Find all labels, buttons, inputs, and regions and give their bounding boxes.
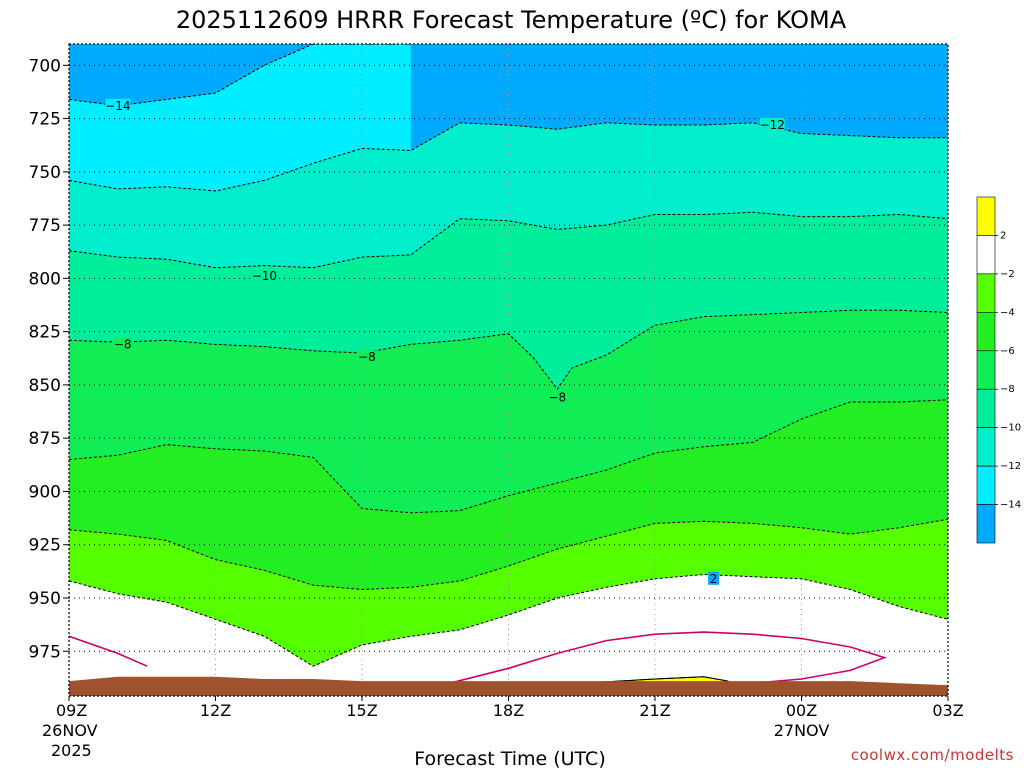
legend-swatch	[976, 427, 996, 467]
chart-title: 2025112609 HRRR Forecast Temperature (ºC…	[176, 6, 847, 34]
legend-label: 2	[1000, 230, 1006, 241]
legend-swatch	[976, 388, 996, 428]
legend-swatch	[976, 504, 996, 544]
x-date-label: 27NOV	[774, 721, 830, 740]
contour-line-m10	[69, 211, 948, 269]
contour-line-m6	[69, 399, 948, 514]
x-axis-label: Forecast Time (UTC)	[414, 748, 605, 768]
legend-swatch	[976, 465, 996, 505]
y-tick-label: 800	[29, 269, 61, 289]
x-date-label: 26NOV	[42, 721, 98, 740]
legend-swatch	[976, 350, 996, 390]
contour-label-bg	[113, 337, 132, 351]
contour-line-m12	[69, 122, 948, 192]
legend-label: −4	[1000, 307, 1015, 318]
x-tick-label: 18Z	[493, 701, 524, 720]
y-tick-label: 900	[29, 482, 61, 502]
x-tick-label: 21Z	[639, 701, 670, 720]
y-tick-label: 975	[29, 642, 61, 662]
legend-label: −14	[1000, 500, 1021, 511]
x-tick-label: 03Z	[932, 701, 963, 720]
credit-text: coolwx.com/modelts	[851, 746, 1014, 764]
x-tick-label: 15Z	[346, 701, 377, 720]
contour-label: −8	[358, 350, 376, 364]
temperature-fill-bands	[69, 44, 948, 696]
legend-swatch	[976, 273, 996, 313]
y-tick-label: 725	[29, 110, 61, 130]
contour-line-m4	[69, 518, 948, 591]
contour-label-bg	[357, 350, 376, 364]
y-tick-label: 875	[29, 429, 61, 449]
contour-label: 2	[710, 572, 718, 586]
contour-label-bg	[105, 98, 131, 112]
legend-label: −12	[1000, 461, 1021, 472]
legend-label: −8	[1000, 384, 1015, 395]
contour-labels: −14 −12 −10 −8 −8 −8 2	[105, 98, 785, 586]
contour-label: −12	[760, 118, 785, 132]
legend-swatch	[976, 312, 996, 352]
plot-frame	[68, 43, 949, 697]
contour-line-m8	[69, 309, 948, 391]
legend-label: −10	[1000, 423, 1021, 434]
grid-lines	[69, 44, 948, 696]
contour-label: −8	[548, 391, 566, 405]
legend-label: −2	[1000, 269, 1015, 280]
contour-label: −10	[252, 269, 277, 283]
contour-line-0	[69, 635, 148, 667]
terrain-surface	[69, 676, 948, 696]
contour-line-m2	[69, 573, 948, 667]
y-tick-label: 700	[29, 56, 61, 76]
contour-label-bg	[251, 269, 277, 283]
y-tick-label: 825	[29, 323, 61, 343]
y-tick-label: 750	[29, 163, 61, 183]
y-tick-label: 950	[29, 589, 61, 609]
x-tick-label: 00Z	[786, 701, 817, 720]
y-tick-label: 925	[29, 536, 61, 556]
x-tick-label: 09Z	[56, 701, 87, 720]
contour-label: −14	[105, 99, 130, 113]
contour-label-bg	[548, 390, 567, 404]
color-legend: 2 −2 −4 −6 −8 −10 −12 −14	[976, 196, 1021, 544]
contour-label: −8	[114, 337, 132, 351]
x-tick-label: 12Z	[200, 701, 231, 720]
legend-swatch	[976, 196, 996, 236]
legend-label: −6	[1000, 346, 1015, 357]
y-tick-label: 850	[29, 376, 61, 396]
plot-area	[69, 44, 948, 696]
contour-label-bg	[708, 571, 720, 585]
x-year-label: 2025	[51, 741, 92, 760]
y-axis: 700 725 750 775 800 825 850 875 900 925 950 975	[29, 56, 69, 662]
fill-band-white	[69, 574, 948, 696]
y-tick-label: 775	[29, 216, 61, 236]
legend-swatch	[976, 235, 996, 275]
contour-line-0	[449, 631, 887, 684]
contour-label-bg	[759, 117, 785, 131]
